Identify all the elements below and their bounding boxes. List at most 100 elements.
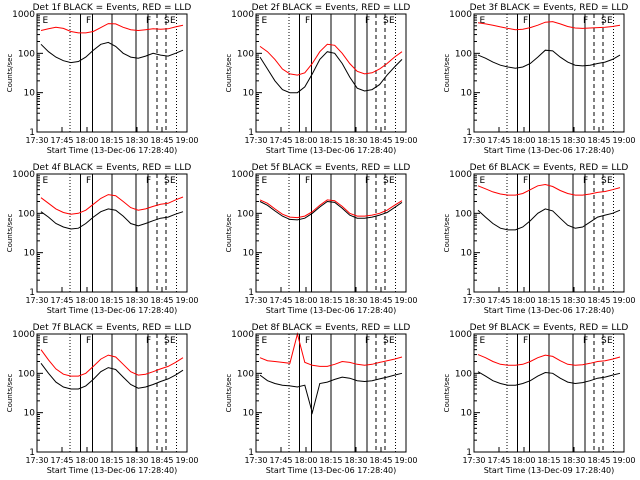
events-series-line (40, 41, 184, 64)
event-marker-label: E (170, 336, 176, 346)
x-tick-label: 18:30 (125, 296, 148, 305)
y-tick-label: 10 (461, 409, 473, 419)
y-axis-label: Counts/sec (6, 374, 14, 413)
event-marker-label: F (583, 336, 588, 346)
y-tick-label: 100 (18, 49, 35, 59)
y-tick-label: 10 (461, 249, 473, 259)
event-marker-label: F (365, 176, 370, 186)
event-marker-label: F (523, 16, 528, 26)
y-tick-label: 1 (248, 288, 254, 298)
panel-title: Det 9f BLACK = Events, RED = LLD (470, 323, 629, 333)
x-tick-label: 17:45 (487, 456, 510, 465)
y-tick-label: 1000 (12, 10, 35, 20)
events-series-line (259, 372, 403, 415)
x-tick-label: 19:00 (612, 136, 635, 145)
x-tick-label: 18:45 (587, 296, 610, 305)
x-tick-label: 18:45 (587, 136, 610, 145)
y-tick-label: 1 (466, 288, 472, 298)
x-tick-label: 19:00 (612, 456, 635, 465)
x-axis-label: Start Time (13-Dec-06 17:28:40) (266, 146, 397, 155)
x-axis-label: Start Time (13-Dec-06 17:28:40) (484, 306, 615, 315)
y-tick-label: 1 (29, 448, 35, 458)
x-tick-label: 17:30 (462, 296, 485, 305)
x-tick-label: 18:15 (319, 136, 342, 145)
event-marker-label: E (389, 16, 395, 26)
event-marker-label: E (389, 176, 395, 186)
panel-title: Det 2f BLACK = Events, RED = LLD (252, 3, 411, 13)
x-tick-label: 17:45 (487, 136, 510, 145)
event-marker-label: F (86, 336, 91, 346)
x-tick-label: 18:15 (537, 136, 560, 145)
x-tick-label: 17:45 (50, 136, 73, 145)
y-tick-label: 1000 (12, 330, 35, 340)
x-tick-label: 18:45 (369, 136, 392, 145)
y-axis-label: Counts/sec (443, 214, 451, 253)
x-tick-label: 18:45 (369, 456, 392, 465)
y-tick-label: 1 (466, 448, 472, 458)
y-tick-label: 1000 (449, 10, 472, 20)
x-tick-label: 18:15 (100, 296, 123, 305)
x-tick-label: 19:00 (394, 136, 417, 145)
y-tick-label: 1 (29, 288, 35, 298)
event-marker-label: S (164, 16, 170, 26)
event-marker-label: S (383, 336, 389, 346)
y-tick-label: 1 (248, 128, 254, 138)
y-tick-label: 10 (243, 409, 255, 419)
lld-series-line (477, 354, 621, 366)
panel-title: Det 5f BLACK = Events, RED = LLD (252, 163, 411, 173)
y-tick-label: 10 (461, 89, 473, 99)
y-tick-label: 1000 (231, 330, 254, 340)
x-tick-label: 19:00 (612, 296, 635, 305)
event-marker-label: E (262, 176, 268, 186)
x-tick-label: 18:00 (75, 456, 98, 465)
y-tick-label: 10 (243, 249, 255, 259)
lld-series-line (259, 43, 403, 76)
x-tick-label: 18:00 (75, 136, 98, 145)
event-marker-label: F (523, 176, 528, 186)
event-marker-label: E (43, 16, 49, 26)
x-tick-label: 18:45 (369, 296, 392, 305)
y-tick-label: 1 (466, 128, 472, 138)
y-tick-label: 1000 (231, 170, 254, 180)
x-tick-label: 18:30 (125, 136, 148, 145)
y-axis-label: Counts/sec (443, 374, 451, 413)
x-tick-label: 18:15 (319, 456, 342, 465)
y-tick-label: 1000 (12, 170, 35, 180)
x-tick-label: 18:30 (562, 456, 585, 465)
x-tick-label: 17:30 (462, 456, 485, 465)
lld-series-line (40, 349, 184, 377)
event-marker-label: F (86, 16, 91, 26)
event-marker-label: E (389, 336, 395, 346)
event-marker-label: F (523, 336, 528, 346)
x-tick-label: 19:00 (394, 296, 417, 305)
x-tick-label: 17:45 (269, 296, 292, 305)
x-tick-label: 17:30 (244, 296, 267, 305)
panel-title: Det 1f BLACK = Events, RED = LLD (33, 3, 192, 13)
event-marker-label: S (164, 176, 170, 186)
x-axis-label: Start Time (13-Dec-06 17:28:40) (484, 146, 615, 155)
x-tick-label: 19:00 (394, 456, 417, 465)
y-tick-label: 10 (24, 89, 36, 99)
y-tick-label: 1000 (449, 330, 472, 340)
panel-title: Det 7f BLACK = Events, RED = LLD (33, 323, 192, 333)
event-marker-label: S (601, 16, 607, 26)
lld-series-line (40, 194, 184, 215)
y-axis-label: Counts/sec (6, 214, 14, 253)
x-tick-label: 18:00 (512, 456, 535, 465)
y-tick-label: 1000 (449, 170, 472, 180)
lld-series-line (40, 23, 184, 34)
x-tick-label: 17:30 (25, 296, 48, 305)
event-marker-label: F (583, 16, 588, 26)
y-tick-label: 100 (455, 369, 472, 379)
x-tick-label: 17:45 (269, 136, 292, 145)
x-tick-label: 17:30 (462, 136, 485, 145)
lld-series-line (477, 183, 621, 196)
x-tick-label: 18:30 (344, 136, 367, 145)
panel-title: Det 6f BLACK = Events, RED = LLD (470, 163, 629, 173)
x-tick-label: 18:00 (512, 136, 535, 145)
events-series-line (477, 208, 621, 231)
